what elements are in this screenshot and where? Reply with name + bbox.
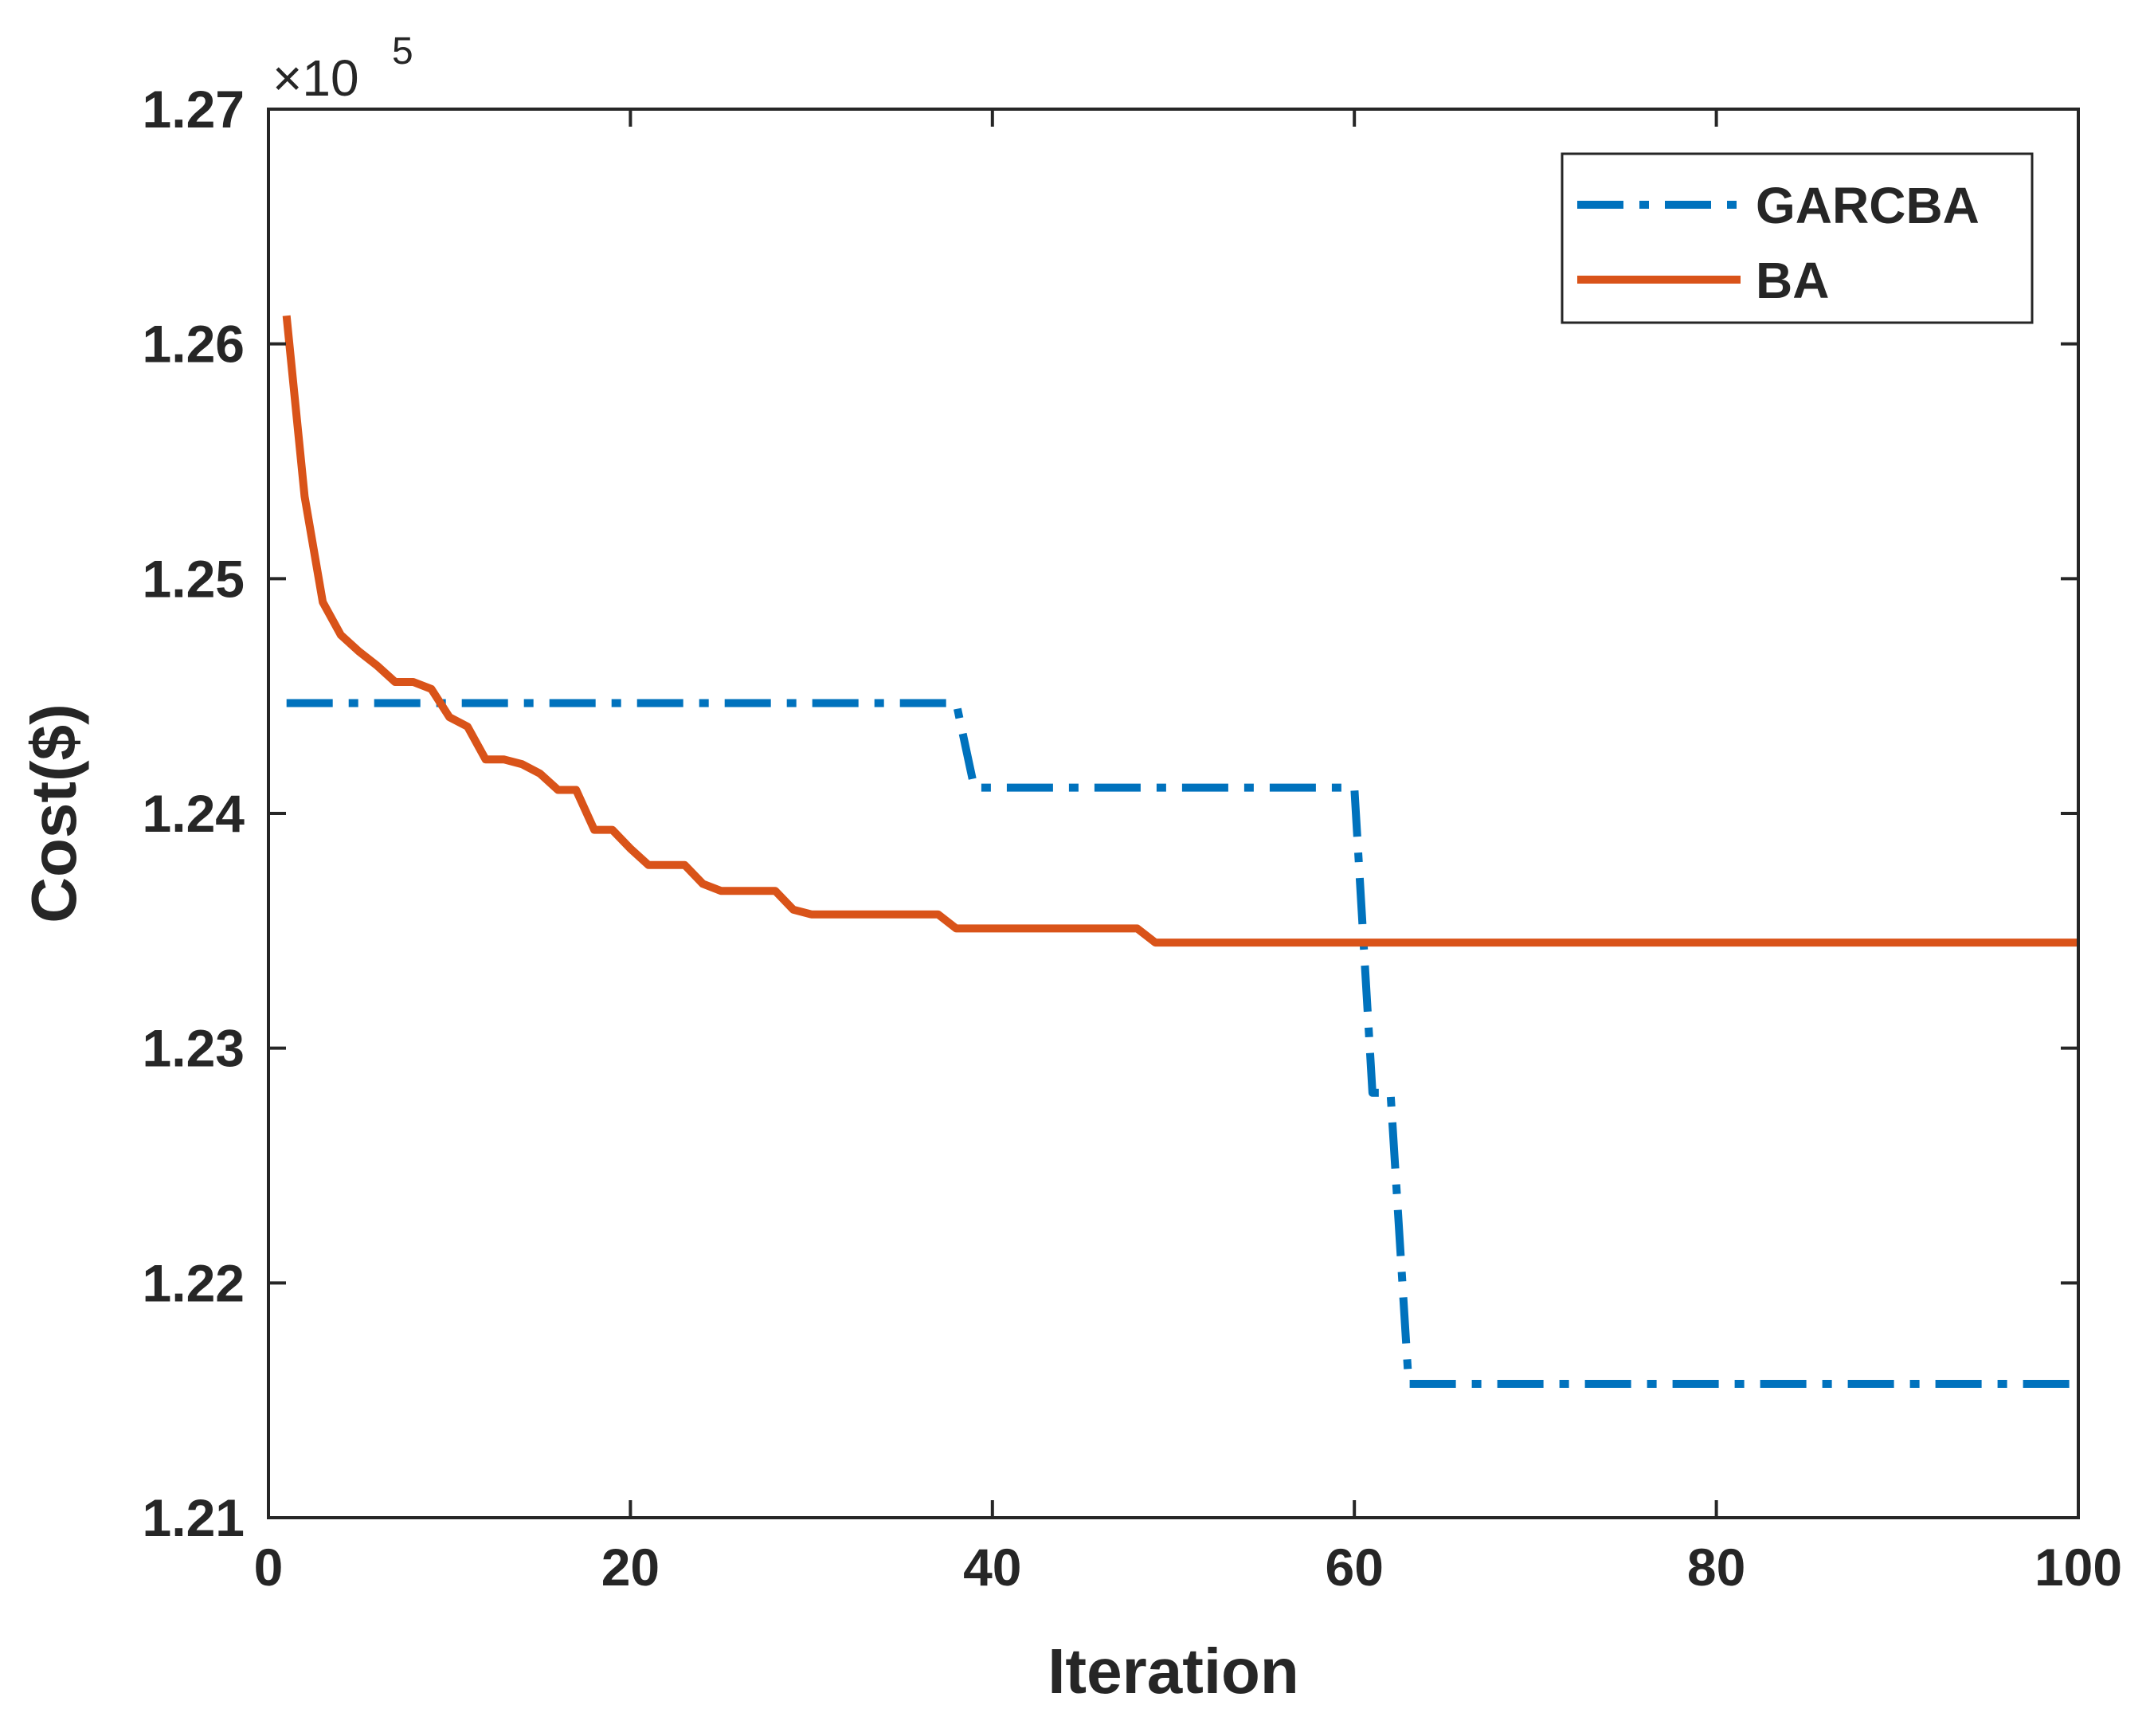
x-tick-label: 80 xyxy=(1687,1538,1745,1597)
x-tick-label: 60 xyxy=(1325,1538,1383,1597)
y-tick-label: 1.25 xyxy=(143,549,245,608)
series-line-ba xyxy=(282,315,2078,947)
x-axis-label: Iteration xyxy=(1048,1636,1299,1707)
ticks-layer: 0 20 40 60 80 100 1.21 1.22 1.23 1.24 1.25 1.26 1.27 xyxy=(143,80,2123,1597)
legend-box xyxy=(1561,152,2034,324)
legend: GARCBA BA xyxy=(1561,152,2034,324)
series-layer xyxy=(282,315,2078,1388)
y-exponent-base: ×10 xyxy=(272,49,359,107)
y-tick-label: 1.26 xyxy=(143,315,245,374)
y-tick-label: 1.22 xyxy=(143,1253,245,1312)
y-tick-label: 1.21 xyxy=(143,1488,245,1547)
plot-area-background xyxy=(268,109,2078,1518)
x-tick-label: 0 xyxy=(254,1538,284,1597)
y-exponent-power: 5 xyxy=(392,30,413,72)
x-tick-label: 20 xyxy=(601,1538,660,1597)
legend-label-ba: BA xyxy=(1756,252,1829,309)
legend-label-garcba: GARCBA xyxy=(1756,177,1980,234)
y-exponent: ×10 5 xyxy=(272,30,413,107)
y-tick-label: 1.23 xyxy=(143,1019,245,1078)
x-tick-label: 100 xyxy=(2034,1538,2122,1597)
y-axis-label: Cost($) xyxy=(18,703,89,923)
x-tick-label: 40 xyxy=(963,1538,1021,1597)
y-tick-label: 1.27 xyxy=(143,80,245,139)
y-tick-label: 1.24 xyxy=(143,784,245,843)
